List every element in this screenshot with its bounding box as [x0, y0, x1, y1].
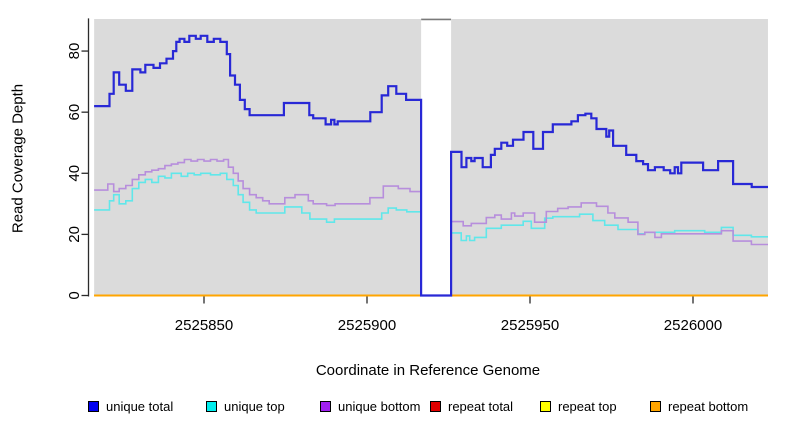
legend-label: unique total	[106, 398, 174, 414]
legend-label: repeat total	[448, 398, 514, 414]
coverage-panel	[94, 19, 422, 296]
legend-swatch-unique-top	[206, 400, 217, 412]
x-axis-label: Coordinate in Reference Genome	[315, 362, 541, 379]
legend-label: unique top	[224, 398, 285, 414]
legend-label: repeat top	[558, 398, 617, 414]
series-unique-top	[94, 172, 768, 297]
legend-swatch-repeat-total	[430, 400, 441, 412]
x-tick-label: 2525850	[175, 317, 233, 334]
y-tick-label: 80	[66, 43, 83, 60]
y-tick-label: 20	[66, 226, 83, 243]
legend-item-unique-top: unique top	[206, 398, 285, 414]
x-tick-label: 2525900	[338, 317, 396, 334]
series-unique-bottom	[94, 158, 768, 297]
legend: unique total unique top unique bottom repea…	[0, 399, 792, 415]
legend-swatch-unique-bottom	[320, 400, 331, 412]
legend-swatch-repeat-bottom	[650, 400, 661, 412]
legend-label: unique bottom	[338, 398, 421, 414]
legend-swatch-unique-total	[88, 400, 99, 412]
y-tick-label: 40	[66, 165, 83, 182]
legend-item-repeat-total: repeat total	[430, 398, 514, 414]
legend-swatch-repeat-top	[540, 400, 551, 412]
coverage-panel	[451, 19, 768, 296]
y-tick-label: 0	[66, 291, 83, 299]
x-tick-label: 2526000	[664, 317, 722, 334]
legend-item-repeat-bottom: repeat bottom	[650, 398, 749, 414]
series-unique-total	[94, 34, 768, 297]
legend-item-repeat-top: repeat top	[540, 398, 617, 414]
legend-label: repeat bottom	[668, 398, 749, 414]
x-tick-label: 2525950	[501, 317, 559, 334]
legend-item-unique-total: unique total	[88, 398, 174, 414]
y-tick-label: 60	[66, 104, 83, 121]
legend-item-unique-bottom: unique bottom	[320, 398, 421, 414]
